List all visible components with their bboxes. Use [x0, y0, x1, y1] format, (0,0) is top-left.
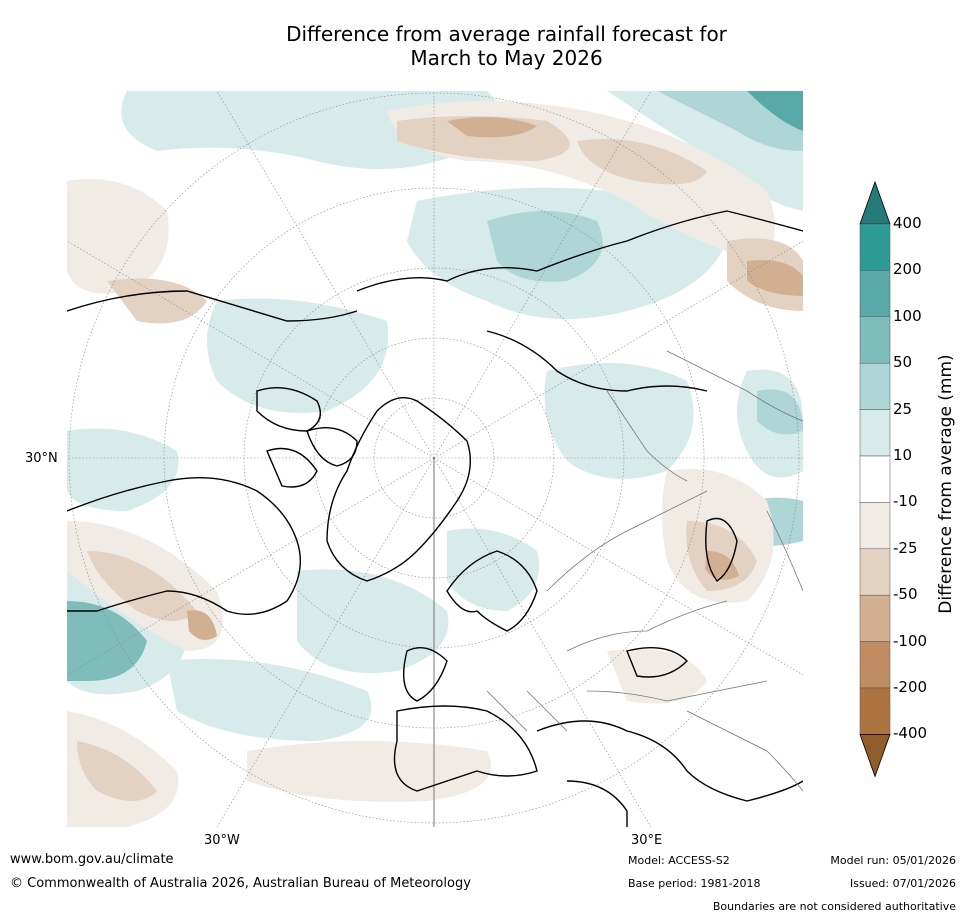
colorbar-band	[859, 270, 891, 318]
colorbar-tick-label: -25	[893, 538, 918, 557]
boundary-disclaimer: Boundaries are not considered authoritat…	[712, 900, 956, 913]
colorbar-tick-label: 50	[893, 353, 913, 372]
colorbar-band	[859, 223, 891, 271]
colorbar-tick-label: -100	[893, 631, 928, 650]
colorbar-tick-label: -50	[893, 585, 918, 604]
issued-date: Issued: 07/01/2026	[849, 877, 956, 890]
colorbar-under-arrow	[859, 734, 891, 778]
dry-anomaly-areas	[67, 101, 803, 827]
copyright-text: © Commonwealth of Australia 2026, Austra…	[10, 876, 471, 891]
colorbar-band	[859, 687, 891, 735]
colorbar-tick-label: 100	[893, 306, 922, 325]
colorbar-tick-label: 200	[893, 260, 922, 279]
colorbar-band	[859, 455, 891, 503]
map-title: Difference from average rainfall forecas…	[250, 22, 763, 70]
model-name: Model: ACCESS-S2	[628, 854, 730, 867]
country-borders	[486, 350, 803, 792]
colorbar-band	[859, 502, 891, 550]
model-run: Model run: 05/01/2026	[830, 854, 956, 867]
colorbar-band	[859, 548, 891, 596]
lon-label-30e: 30°E	[631, 833, 663, 848]
colorbar-label: Difference from average (mm)	[936, 354, 956, 614]
colorbar-over-arrow	[859, 180, 891, 225]
colorbar-band	[859, 362, 891, 410]
coastlines	[67, 210, 803, 827]
title-line-1: Difference from average rainfall forecas…	[286, 22, 727, 46]
colorbar-band	[859, 316, 891, 364]
website-link[interactable]: www.bom.gov.au/climate	[10, 852, 174, 867]
colorbar-band	[859, 409, 891, 457]
base-period: Base period: 1981-2018	[628, 877, 761, 890]
lon-label-30w: 30°W	[204, 833, 240, 848]
colorbar-tick-label: 10	[893, 446, 913, 464]
colorbar-tick-label: -10	[893, 492, 918, 511]
colorbar-band	[859, 594, 891, 642]
lat-label-30n: 30°N	[25, 451, 58, 466]
colorbar-tick-label: 400	[893, 214, 922, 232]
polar-map	[67, 91, 803, 827]
colorbar-band	[859, 641, 891, 689]
wet-anomaly-areas	[67, 91, 803, 741]
colorbar	[859, 180, 891, 778]
colorbar-tick-label: -200	[893, 678, 928, 696]
title-line-2: March to May 2026	[410, 46, 603, 70]
map-canvas	[67, 91, 803, 827]
colorbar-tick-label: -400	[893, 724, 928, 743]
colorbar-tick-label: 25	[893, 399, 913, 418]
